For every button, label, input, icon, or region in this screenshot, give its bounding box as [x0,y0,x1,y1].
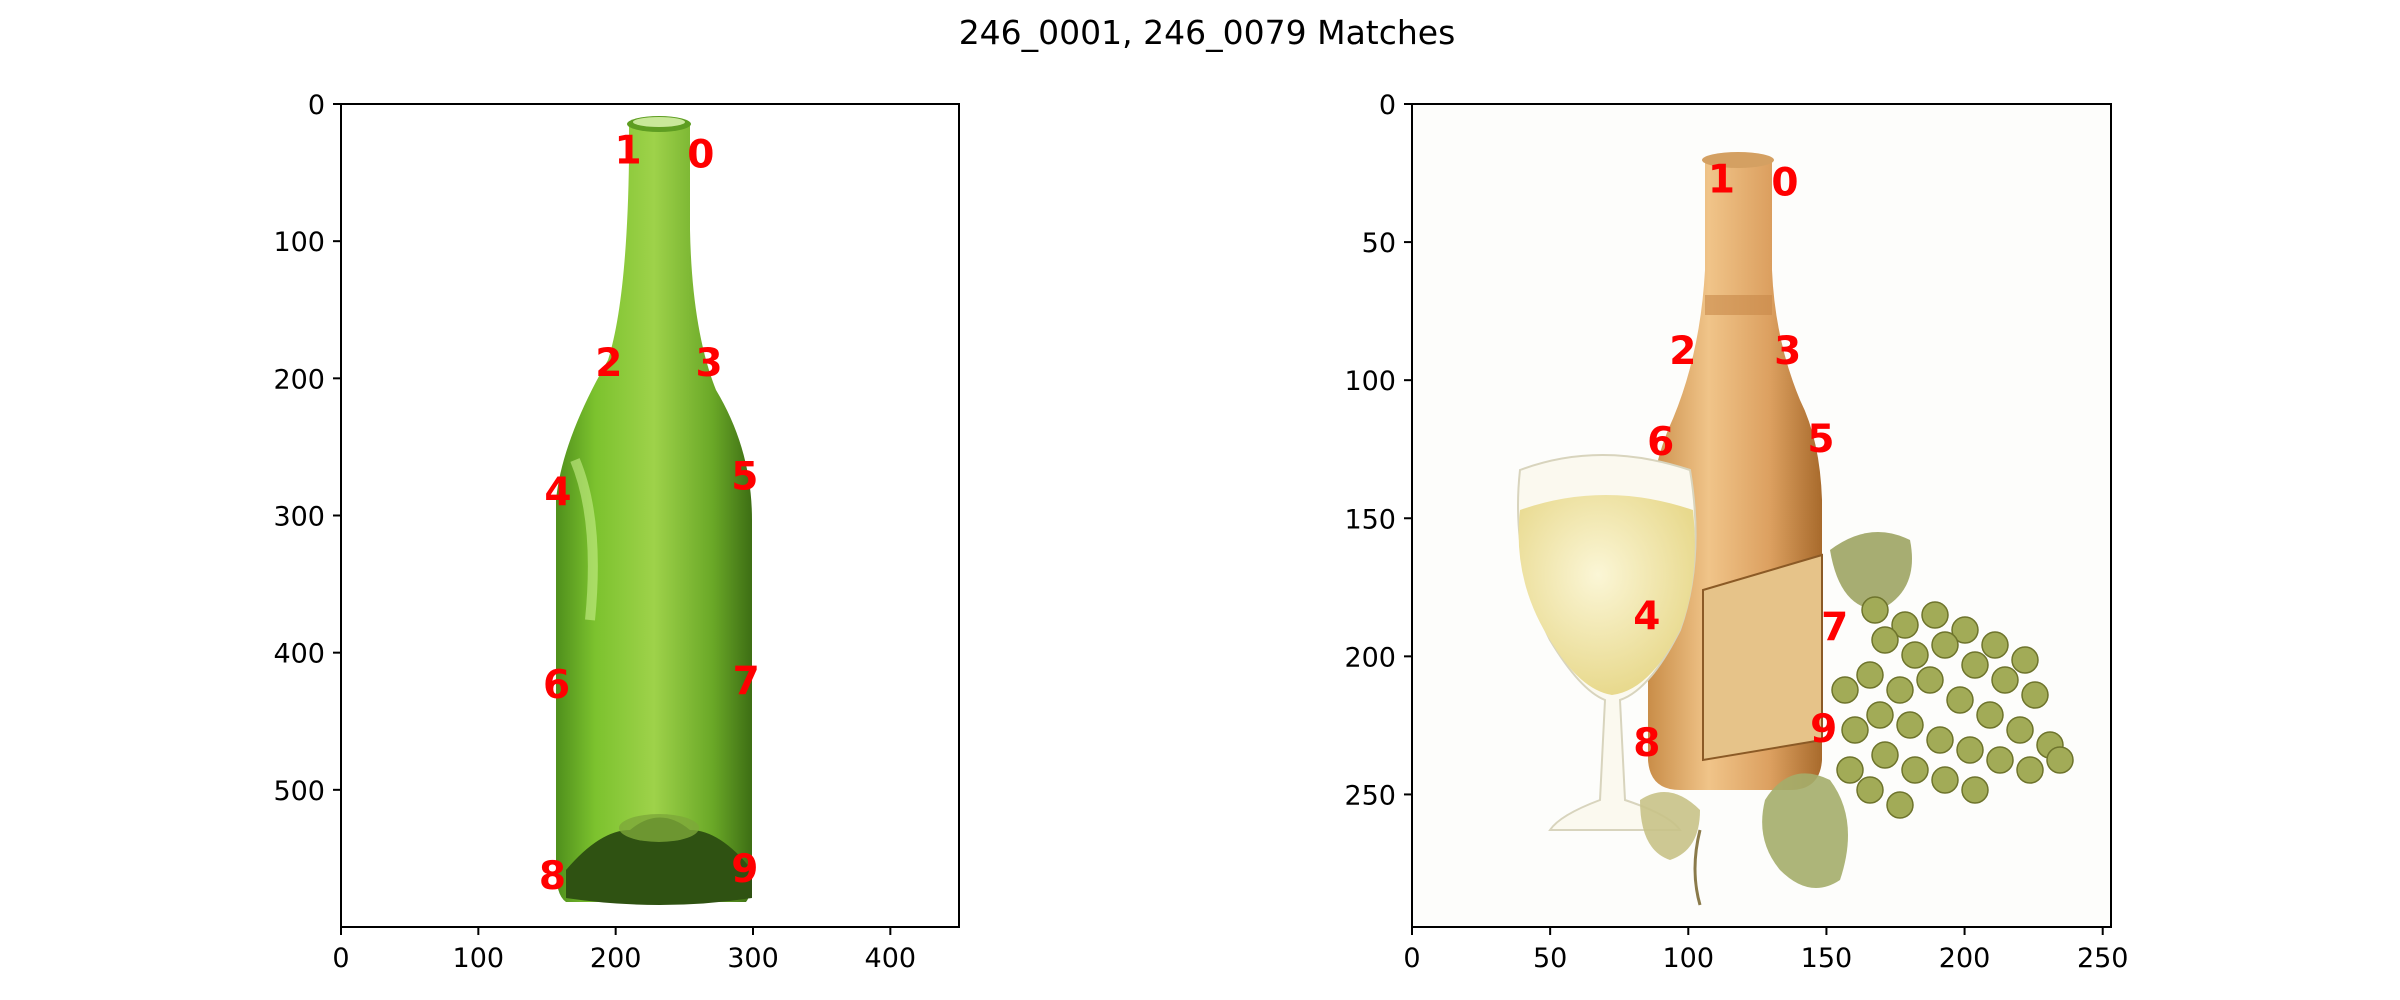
left-x-tick-label: 400 [865,943,917,974]
right-y-tick-label: 0 [1379,90,1396,121]
right-x-tick-label: 100 [1663,943,1715,974]
left-y-tick-label: 200 [273,364,325,395]
right-keypoint-label-7: 7 [1821,605,1848,650]
left-x-tick-label: 0 [332,943,349,974]
left-y-tick-label: 400 [273,639,325,670]
left-keypoint-label-6: 6 [543,663,570,708]
left-x-tick-label: 100 [453,943,505,974]
left-y-tick-label: 500 [273,776,325,807]
right-keypoint-label-4: 4 [1633,594,1660,639]
right-x-tick-label: 250 [2077,943,2129,974]
right-keypoint-label-3: 3 [1774,329,1801,374]
right-y-tick-label: 50 [1362,228,1396,259]
right-keypoint-label-9: 9 [1810,707,1837,752]
left-x-tick-label: 200 [590,943,642,974]
right-y-tick-label: 100 [1344,366,1396,397]
left-keypoint-label-0: 0 [687,132,714,177]
right-x-tick-label: 0 [1403,943,1420,974]
left-keypoint-label-2: 2 [595,341,622,386]
right-keypoint-label-8: 8 [1633,721,1660,766]
right-keypoint-label-6: 6 [1647,420,1674,465]
right-keypoint-label-5: 5 [1807,417,1834,462]
right-x-tick-label: 150 [1801,943,1853,974]
right-y-tick-label: 250 [1344,780,1396,811]
right-y-axis: 0 50 100 150 200 250 [1344,90,1412,811]
left-panel: 0 100 200 300 400 0 100 200 300 400 500 0 1 2 3 4 5 6 7 8… [273,90,960,974]
right-keypoint-label-1: 1 [1708,158,1735,203]
left-x-tick-label: 300 [727,943,779,974]
left-keypoint-label-1: 1 [614,128,641,173]
right-y-tick-label: 200 [1344,642,1396,673]
left-keypoint-label-4: 4 [544,470,571,515]
left-keypoint-label-9: 9 [731,847,758,892]
left-image-green-bottle [556,116,752,905]
left-x-axis: 0 100 200 300 400 [332,927,916,974]
left-keypoint-label-3: 3 [695,341,722,386]
left-keypoint-label-5: 5 [731,455,758,500]
right-axes-frame [1411,103,2112,928]
left-y-tick-label: 100 [273,227,325,258]
right-keypoint-label-2: 2 [1669,329,1696,374]
figure-title: 246_0001, 246_0079 Matches [959,13,1456,52]
right-keypoints: 01 2 3 4 5 6 7 8 9 [1633,158,1848,766]
right-keypoint-label-0: 0 [1771,160,1798,205]
right-x-tick-label: 200 [1939,943,1991,974]
right-y-tick-label: 150 [1344,504,1396,535]
left-keypoint-label-8: 8 [539,854,566,899]
right-image-wine-scene [1517,152,2074,906]
right-x-tick-label: 50 [1533,943,1567,974]
left-y-tick-label: 0 [308,90,325,121]
left-keypoint-label-7: 7 [733,659,760,704]
right-x-axis: 0 50 100 150 200 250 [1403,927,2128,974]
left-y-tick-label: 300 [273,502,325,533]
left-keypoints: 0 1 2 3 4 5 6 7 8 9 [539,128,760,899]
left-y-axis: 0 100 200 300 400 500 [273,90,341,807]
